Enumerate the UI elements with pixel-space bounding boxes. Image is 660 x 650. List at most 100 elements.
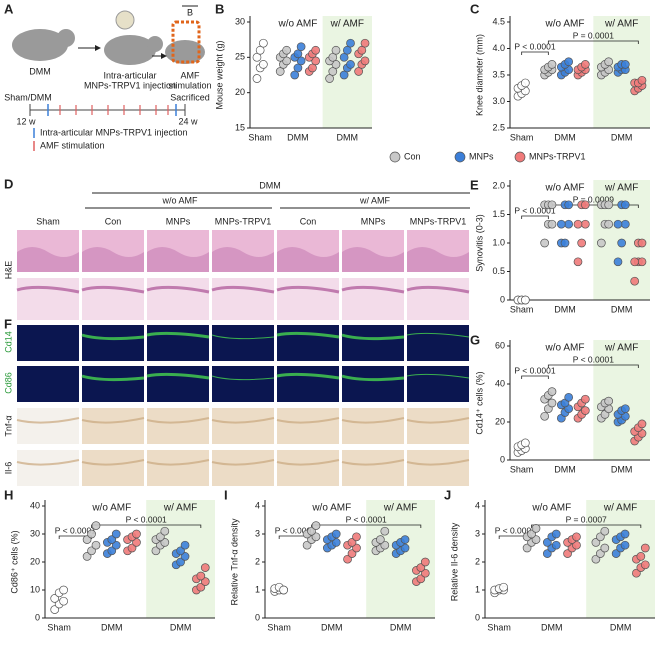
data-point [620, 200, 630, 210]
if-signal [211, 334, 275, 340]
if-signal [276, 372, 340, 380]
data-point [564, 392, 574, 402]
data-point [591, 554, 601, 564]
panel-letter: E [470, 177, 479, 192]
data-point [416, 574, 426, 584]
he-tissue [82, 247, 144, 272]
data-point [499, 582, 508, 592]
column-label: MNPs-TRPV1 [410, 216, 467, 226]
data-point [360, 38, 370, 48]
data-point [542, 538, 552, 547]
data-point [564, 57, 574, 67]
column-label: MNPs-TRPV1 [215, 216, 272, 226]
y-tick-label: 3 [255, 528, 260, 538]
data-point [572, 532, 581, 542]
data-point [91, 521, 101, 530]
p-value: P < 0.0001 [573, 354, 614, 364]
data-point [331, 529, 341, 539]
legend-label: MNPs [469, 151, 494, 161]
data-point [416, 563, 426, 572]
data-point [547, 60, 557, 69]
he-zoom-tissue [406, 285, 470, 294]
condition-header: w/ AMF [604, 183, 638, 194]
y-tick-label: 20 [30, 556, 40, 566]
condition-header: w/ AMF [163, 503, 197, 514]
ihc-image [277, 450, 339, 486]
y-tick-label: 3 [475, 528, 480, 538]
data-point [111, 540, 121, 550]
he-zoom [212, 278, 274, 320]
y-tick-label: 2 [255, 556, 260, 566]
y-axis-label: Cd86⁺ cells (%) [9, 530, 19, 593]
ihc-tissue [146, 417, 210, 424]
panel-letter: A [4, 1, 14, 16]
timeline-legend: AMF stimulation [40, 140, 105, 150]
x-group-label: DMM [541, 622, 563, 632]
ihc-tissue [81, 417, 145, 424]
significance-bracket [547, 364, 639, 368]
y-tick-label: 2 [475, 556, 480, 566]
data-point [82, 535, 92, 544]
data-point [637, 419, 647, 429]
panel-letter: I [224, 487, 228, 502]
mouse [165, 40, 205, 64]
if-signal [81, 374, 145, 382]
x-group-label: DMM [610, 622, 632, 632]
p-value: P < 0.0001 [495, 525, 536, 535]
condition-header: w/o AMF [531, 503, 571, 514]
data-point [573, 257, 583, 267]
x-group-label: DMM [170, 622, 192, 632]
y-tick-label: 4 [255, 500, 260, 510]
step-label: stimulation [168, 80, 211, 90]
data-point [640, 543, 650, 553]
ihc-tissue [406, 417, 470, 424]
timeline-label: 24 w [178, 116, 198, 126]
y-tick-label: 15 [235, 122, 245, 132]
data-point [87, 529, 96, 539]
data-point [611, 549, 621, 558]
y-tick-label: 0 [500, 294, 505, 304]
y-tick-label: 0 [500, 454, 505, 464]
y-tick-label: 1 [475, 584, 480, 594]
data-point [352, 532, 361, 542]
condition-header: w/ AMF [604, 19, 638, 30]
condition-header: w/ AMF [383, 503, 417, 514]
data-point [604, 200, 614, 210]
panel-letter: D [4, 176, 13, 191]
data-point [107, 546, 117, 556]
he-zoom-tissue [146, 285, 210, 294]
y-tick-label: 1 [255, 584, 260, 594]
y-tick-label: 30 [30, 528, 40, 538]
data-point [255, 45, 265, 55]
y-tick-label: 4.5 [492, 16, 505, 26]
he-zoom-tissue [211, 285, 275, 294]
ihc-tissue [341, 459, 405, 466]
data-point [617, 238, 627, 248]
if-image [17, 366, 79, 402]
panel-letter: B [215, 1, 224, 16]
amf-ticks [59, 105, 169, 115]
data-point [604, 57, 614, 67]
p-value: P = 0.0007 [566, 514, 607, 524]
data-point [302, 540, 312, 550]
data-point [347, 538, 357, 547]
x-group-label: DMM [554, 132, 576, 142]
he-tissue [407, 247, 469, 272]
data-point [640, 560, 650, 570]
data-point [613, 219, 623, 229]
data-point [560, 238, 570, 248]
mouse [104, 35, 156, 65]
ihc-image [212, 450, 274, 486]
ihc-image [342, 450, 404, 486]
row-label: Cd86 [3, 372, 13, 394]
data-point [564, 200, 574, 210]
data-point [346, 60, 355, 69]
ihc-image [147, 408, 209, 444]
he-zoom [17, 278, 79, 320]
timeline-label: 12 w [16, 116, 36, 126]
if-image [212, 325, 274, 361]
y-tick-label: 0.5 [492, 266, 505, 276]
data-point [556, 219, 566, 229]
data-point [151, 546, 161, 556]
data-point [132, 538, 141, 547]
